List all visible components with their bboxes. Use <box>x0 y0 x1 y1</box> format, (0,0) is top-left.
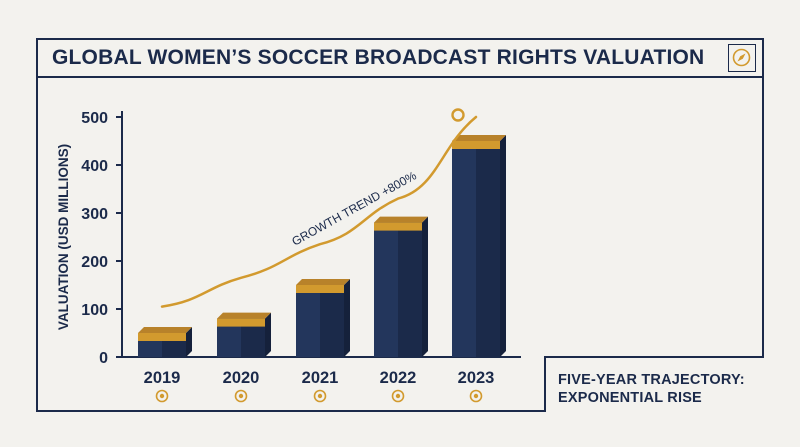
bar-cap <box>296 285 344 293</box>
bar <box>374 222 398 357</box>
bar-cap-top <box>217 312 271 319</box>
coin-icon <box>469 389 483 403</box>
bar-cap <box>138 333 186 341</box>
bar-cap-top <box>296 279 350 285</box>
trajectory-callout: FIVE-YEAR TRAJECTORY: EXPONENTIAL RISE <box>544 356 764 412</box>
y-tick-label: 100 <box>81 302 108 319</box>
coin-icon <box>313 389 327 403</box>
bar-cap <box>452 141 500 149</box>
bar-shade <box>476 141 500 357</box>
trend-line <box>160 115 478 308</box>
coin-icon <box>155 389 169 403</box>
y-tick-label: 300 <box>81 206 108 223</box>
callout-line-1: FIVE-YEAR TRAJECTORY: <box>558 372 745 388</box>
x-tick-label: 2021 <box>302 369 339 387</box>
x-tick-label: 2023 <box>458 369 495 387</box>
x-tick-label: 2019 <box>144 369 181 387</box>
y-tick-label: 500 <box>81 110 108 127</box>
bar-side <box>186 327 192 357</box>
coin-icon <box>234 389 248 403</box>
y-tick-label: 200 <box>81 254 108 271</box>
y-tick-label: 400 <box>81 158 108 175</box>
trend-endpoint <box>451 108 465 122</box>
title-bar: GLOBAL WOMEN’S SOCCER BROADCAST RIGHTS V… <box>38 40 762 78</box>
y-axis-title: VALUATION (USD MILLIONS) <box>56 144 71 330</box>
bar-cap-top <box>138 327 192 333</box>
coin-icon-center <box>317 393 323 399</box>
coin-icon-center <box>395 393 401 399</box>
bar-shade <box>320 285 344 357</box>
bar-cap-top <box>374 216 428 223</box>
bar-cap <box>374 222 422 231</box>
bar <box>452 141 476 357</box>
bar-cap <box>217 318 265 327</box>
bar-side <box>344 279 350 357</box>
bar-side <box>422 216 428 357</box>
bar-cap-top <box>452 135 506 141</box>
coin-icon <box>391 389 405 403</box>
compass-icon <box>728 44 756 72</box>
bar-side <box>500 135 506 357</box>
coin-icon-center <box>473 393 479 399</box>
coin-icon-center <box>238 393 244 399</box>
bar-shade <box>398 222 422 357</box>
bar <box>296 285 320 357</box>
y-tick-label: 0 <box>99 350 108 367</box>
x-tick-label: 2022 <box>380 369 417 387</box>
callout-line-2: EXPONENTIAL RISE <box>558 390 702 406</box>
chart-title: GLOBAL WOMEN’S SOCCER BROADCAST RIGHTS V… <box>52 46 705 69</box>
coin-icon-center <box>159 393 165 399</box>
x-tick-label: 2020 <box>223 369 260 387</box>
bar-side <box>265 312 271 357</box>
